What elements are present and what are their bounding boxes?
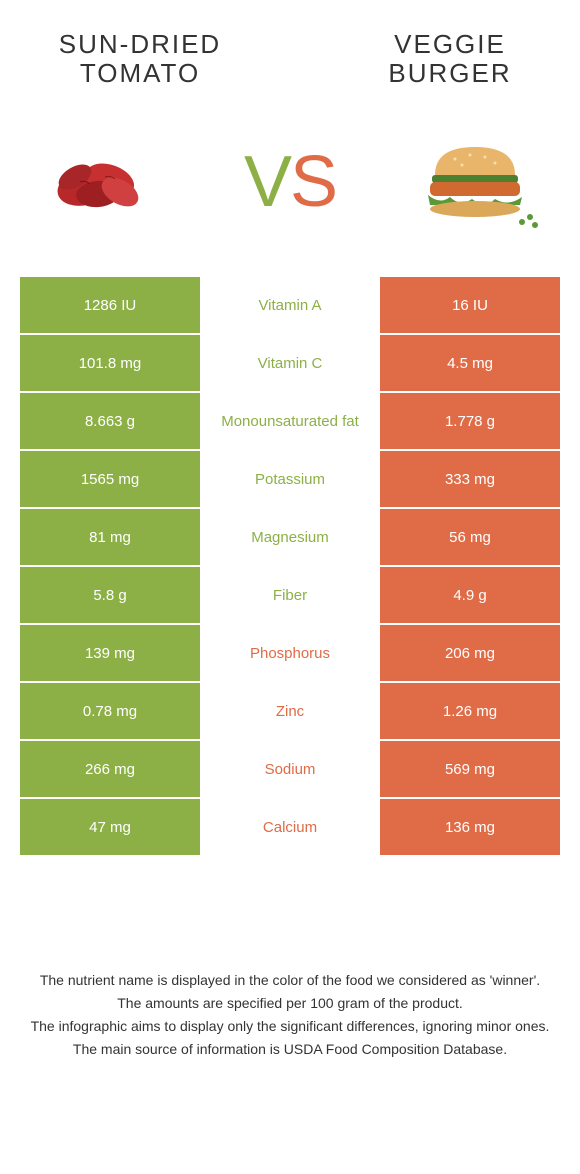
left-food-image — [30, 127, 180, 237]
nutrient-label: Vitamin C — [200, 335, 380, 391]
table-row: 139 mg Phosphorus 206 mg — [20, 625, 560, 681]
table-row: 1565 mg Potassium 333 mg — [20, 451, 560, 507]
table-row: 266 mg Sodium 569 mg — [20, 741, 560, 797]
right-value: 569 mg — [380, 741, 560, 797]
nutrient-label: Calcium — [200, 799, 380, 855]
right-food-image — [400, 127, 550, 237]
right-value: 4.5 mg — [380, 335, 560, 391]
right-value: 333 mg — [380, 451, 560, 507]
footer-line: The nutrient name is displayed in the co… — [30, 970, 550, 991]
right-value: 1.778 g — [380, 393, 560, 449]
left-value: 0.78 mg — [20, 683, 200, 739]
right-value: 1.26 mg — [380, 683, 560, 739]
footer-line: The main source of information is USDA F… — [30, 1039, 550, 1060]
footer-line: The amounts are specified per 100 gram o… — [30, 993, 550, 1014]
footer-line: The infographic aims to display only the… — [30, 1016, 550, 1037]
left-value: 101.8 mg — [20, 335, 200, 391]
table-row: 47 mg Calcium 136 mg — [20, 799, 560, 855]
left-value: 47 mg — [20, 799, 200, 855]
vs-label: VS — [244, 141, 336, 223]
nutrient-label: Vitamin A — [200, 277, 380, 333]
nutrient-label: Magnesium — [200, 509, 380, 565]
table-row: 1286 IU Vitamin A 16 IU — [20, 277, 560, 333]
right-value: 56 mg — [380, 509, 560, 565]
left-value: 81 mg — [20, 509, 200, 565]
left-value: 8.663 g — [20, 393, 200, 449]
table-row: 5.8 g Fiber 4.9 g — [20, 567, 560, 623]
right-value: 4.9 g — [380, 567, 560, 623]
left-value: 5.8 g — [20, 567, 200, 623]
right-value: 136 mg — [380, 799, 560, 855]
footer-notes: The nutrient name is displayed in the co… — [0, 857, 580, 1174]
nutrient-label: Phosphorus — [200, 625, 380, 681]
vs-v: V — [244, 142, 290, 222]
table-row: 81 mg Magnesium 56 mg — [20, 509, 560, 565]
nutrient-label: Fiber — [200, 567, 380, 623]
left-value: 1286 IU — [20, 277, 200, 333]
table-row: 0.78 mg Zinc 1.26 mg — [20, 683, 560, 739]
left-value: 1565 mg — [20, 451, 200, 507]
nutrient-table: 1286 IU Vitamin A 16 IU 101.8 mg Vitamin… — [20, 277, 560, 857]
table-row: 8.663 g Monounsaturated fat 1.778 g — [20, 393, 560, 449]
right-food-title: VEGGIE BURGER — [360, 30, 540, 87]
header-titles: SUN-DRIED TOMATO VEGGIE BURGER — [0, 0, 580, 107]
left-value: 139 mg — [20, 625, 200, 681]
left-food-title: SUN-DRIED TOMATO — [40, 30, 240, 87]
right-value: 16 IU — [380, 277, 560, 333]
vs-s: S — [290, 142, 336, 222]
nutrient-label: Potassium — [200, 451, 380, 507]
vs-row: VS — [0, 107, 580, 277]
right-value: 206 mg — [380, 625, 560, 681]
table-row: 101.8 mg Vitamin C 4.5 mg — [20, 335, 560, 391]
nutrient-label: Monounsaturated fat — [200, 393, 380, 449]
nutrient-label: Sodium — [200, 741, 380, 797]
nutrient-label: Zinc — [200, 683, 380, 739]
left-value: 266 mg — [20, 741, 200, 797]
